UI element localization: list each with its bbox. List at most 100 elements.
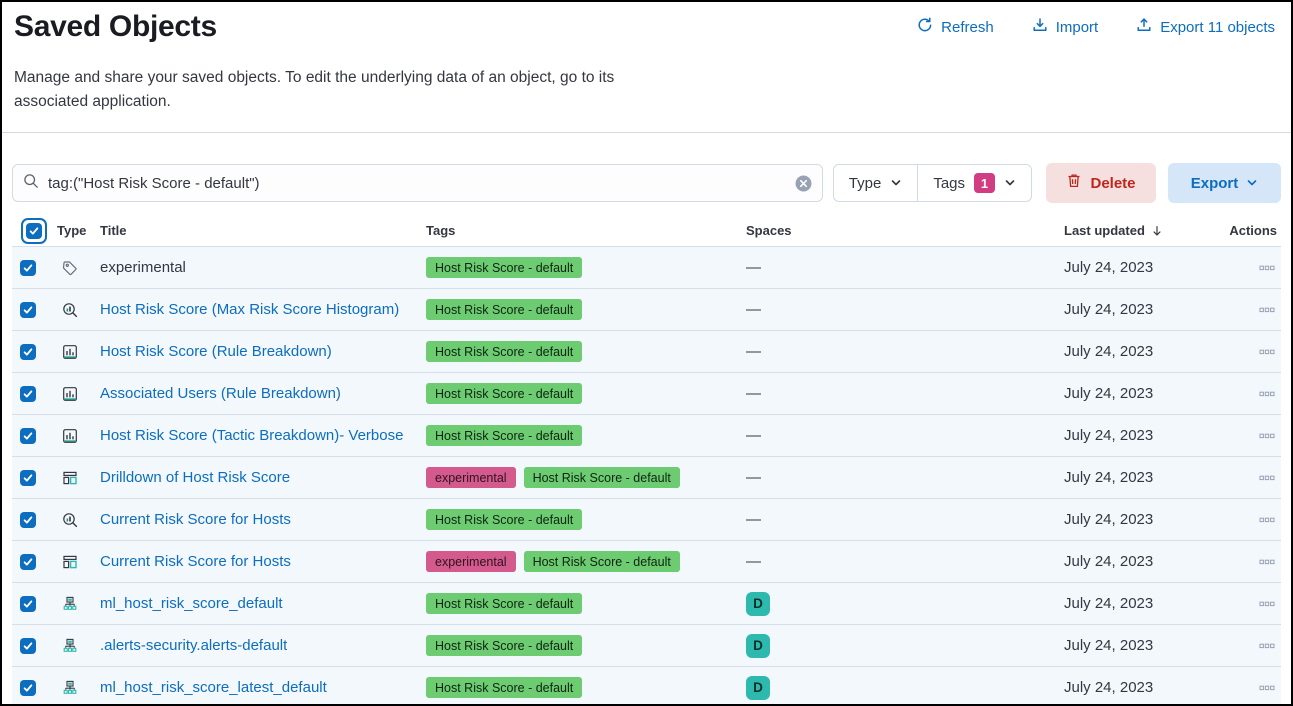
column-header-last-updated[interactable]: Last updated bbox=[1064, 223, 1234, 238]
tag-icon bbox=[62, 260, 78, 276]
row-date: July 24, 2023 bbox=[1064, 553, 1154, 570]
export-all-button[interactable]: Export 11 objects bbox=[1136, 17, 1275, 37]
row-checkbox[interactable] bbox=[20, 553, 36, 570]
row-actions-button[interactable] bbox=[1259, 260, 1275, 276]
dashboard-icon bbox=[62, 470, 78, 486]
row-actions-button[interactable] bbox=[1259, 554, 1275, 570]
select-all-focus-ring bbox=[21, 217, 47, 244]
row-actions-button[interactable] bbox=[1259, 680, 1275, 696]
row-title-link[interactable]: Host Risk Score (Rule Breakdown) bbox=[100, 343, 332, 360]
row-title-link[interactable]: .alerts-security.alerts-default bbox=[100, 637, 288, 654]
tag-badge[interactable]: Host Risk Score - default bbox=[426, 341, 583, 362]
import-button[interactable]: Import bbox=[1032, 17, 1098, 37]
row-title: experimental bbox=[100, 259, 186, 276]
table-row: Associated Users (Rule Breakdown) Host R… bbox=[12, 372, 1281, 414]
row-date: July 24, 2023 bbox=[1064, 469, 1154, 486]
clear-search-icon[interactable] bbox=[795, 175, 812, 192]
tag-badge[interactable]: Host Risk Score - default bbox=[426, 509, 583, 530]
export-selected-button[interactable]: Export bbox=[1168, 163, 1281, 203]
dashboard-icon bbox=[62, 554, 78, 570]
row-actions-button[interactable] bbox=[1259, 470, 1275, 486]
table-row: ml_host_risk_score_default Host Risk Sco… bbox=[12, 582, 1281, 624]
row-checkbox[interactable] bbox=[20, 259, 36, 276]
row-checkbox[interactable] bbox=[20, 679, 36, 696]
row-checkbox[interactable] bbox=[20, 343, 36, 360]
row-actions-button[interactable] bbox=[1259, 344, 1275, 360]
row-date: July 24, 2023 bbox=[1064, 343, 1154, 360]
row-actions-button[interactable] bbox=[1259, 428, 1275, 444]
column-header-tags[interactable]: Tags bbox=[426, 223, 456, 238]
toolbar: Type Tags 1 Delete Export bbox=[2, 163, 1291, 203]
row-title-link[interactable]: Current Risk Score for Hosts bbox=[100, 553, 291, 570]
delete-label: Delete bbox=[1090, 174, 1136, 192]
page-description: Manage and share your saved objects. To … bbox=[14, 69, 615, 110]
type-filter-button[interactable]: Type bbox=[834, 165, 918, 201]
row-title-link[interactable]: ml_host_risk_score_latest_default bbox=[100, 679, 327, 696]
page-title: Saved Objects bbox=[14, 10, 217, 43]
column-header-title[interactable]: Title bbox=[100, 223, 127, 238]
table-row: experimental Host Risk Score - default —… bbox=[12, 246, 1281, 288]
row-checkbox[interactable] bbox=[20, 637, 36, 654]
tags-filter-button[interactable]: Tags 1 bbox=[917, 165, 1031, 201]
space-badge: D bbox=[746, 591, 770, 616]
row-title-link[interactable]: Associated Users (Rule Breakdown) bbox=[100, 385, 341, 402]
space-none: — bbox=[746, 301, 761, 318]
visualization-icon bbox=[62, 344, 78, 360]
row-title-link[interactable]: Host Risk Score (Max Risk Score Histogra… bbox=[100, 301, 400, 318]
tag-badge[interactable]: Host Risk Score - default bbox=[426, 257, 583, 278]
tag-badge[interactable]: experimental bbox=[426, 551, 516, 572]
row-date: July 24, 2023 bbox=[1064, 385, 1154, 402]
row-checkbox[interactable] bbox=[20, 595, 36, 612]
row-actions-button[interactable] bbox=[1259, 596, 1275, 612]
header-divider bbox=[2, 132, 1291, 133]
tag-badge[interactable]: Host Risk Score - default bbox=[523, 551, 680, 572]
page-header: Saved Objects Refresh Import Export 11 o… bbox=[2, 2, 1291, 44]
table-row: Host Risk Score (Rule Breakdown) Host Ri… bbox=[12, 330, 1281, 372]
tag-badge[interactable]: Host Risk Score - default bbox=[426, 635, 583, 656]
tag-badge[interactable]: Host Risk Score - default bbox=[426, 425, 583, 446]
search-input[interactable] bbox=[48, 174, 786, 192]
tag-badge[interactable]: Host Risk Score - default bbox=[523, 467, 680, 488]
row-actions-button[interactable] bbox=[1259, 512, 1275, 528]
row-title-link[interactable]: Drilldown of Host Risk Score bbox=[100, 469, 291, 486]
import-icon bbox=[1032, 17, 1048, 37]
row-title-link[interactable]: ml_host_risk_score_default bbox=[100, 595, 283, 612]
delete-button[interactable]: Delete bbox=[1046, 163, 1156, 203]
sort-descending-icon bbox=[1150, 224, 1164, 238]
select-all-checkbox[interactable] bbox=[26, 222, 42, 239]
space-none: — bbox=[746, 553, 761, 570]
export-icon bbox=[1136, 17, 1152, 37]
row-title-link[interactable]: Host Risk Score (Tactic Breakdown)- Verb… bbox=[100, 427, 404, 444]
table-row: Host Risk Score (Tactic Breakdown)- Verb… bbox=[12, 414, 1281, 456]
type-filter-label: Type bbox=[848, 174, 882, 192]
ml-job-icon bbox=[62, 680, 78, 696]
row-actions-button[interactable] bbox=[1259, 638, 1275, 654]
table-body: experimental Host Risk Score - default —… bbox=[12, 246, 1281, 704]
row-actions-button[interactable] bbox=[1259, 386, 1275, 402]
column-header-spaces[interactable]: Spaces bbox=[746, 223, 792, 238]
refresh-label: Refresh bbox=[941, 18, 994, 36]
tag-badge[interactable]: Host Risk Score - default bbox=[426, 677, 583, 698]
row-checkbox[interactable] bbox=[20, 301, 36, 318]
tag-badge[interactable]: Host Risk Score - default bbox=[426, 383, 583, 404]
row-checkbox[interactable] bbox=[20, 385, 36, 402]
row-checkbox[interactable] bbox=[20, 511, 36, 528]
table-row: Drilldown of Host Risk Score experimenta… bbox=[12, 456, 1281, 498]
tag-badge[interactable]: Host Risk Score - default bbox=[426, 593, 583, 614]
row-title-link[interactable]: Current Risk Score for Hosts bbox=[100, 511, 291, 528]
lens-icon bbox=[62, 302, 78, 318]
refresh-button[interactable]: Refresh bbox=[917, 17, 994, 37]
column-header-type[interactable]: Type bbox=[57, 223, 87, 238]
tag-badge[interactable]: Host Risk Score - default bbox=[426, 299, 583, 320]
row-actions-button[interactable] bbox=[1259, 302, 1275, 318]
table-row: Host Risk Score (Max Risk Score Histogra… bbox=[12, 288, 1281, 330]
tag-badge[interactable]: experimental bbox=[426, 467, 516, 488]
export-all-label: Export 11 objects bbox=[1160, 18, 1275, 36]
row-checkbox[interactable] bbox=[20, 427, 36, 444]
row-checkbox[interactable] bbox=[20, 469, 36, 486]
row-date: July 24, 2023 bbox=[1064, 595, 1154, 612]
search-icon bbox=[23, 173, 39, 194]
row-date: July 24, 2023 bbox=[1064, 679, 1154, 696]
row-date: July 24, 2023 bbox=[1064, 259, 1154, 276]
table-row: .alerts-security.alerts-default Host Ris… bbox=[12, 624, 1281, 666]
